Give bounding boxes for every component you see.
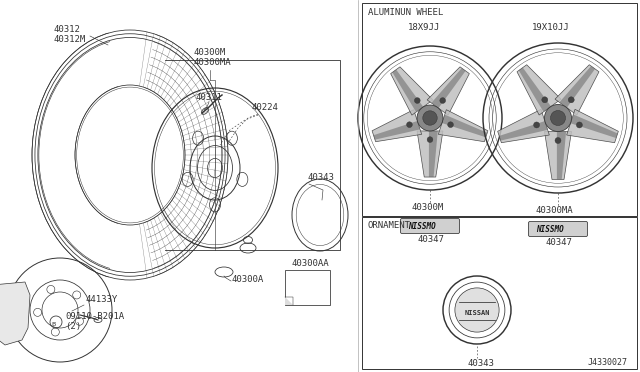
Circle shape <box>406 122 412 128</box>
Text: J4330027: J4330027 <box>588 358 628 367</box>
Polygon shape <box>442 115 487 137</box>
Polygon shape <box>372 110 422 142</box>
Circle shape <box>550 110 566 125</box>
Polygon shape <box>285 297 293 305</box>
Polygon shape <box>374 121 420 140</box>
Text: 09110-B201A: 09110-B201A <box>65 312 124 321</box>
Text: 40312: 40312 <box>54 25 81 34</box>
Text: NISSAN: NISSAN <box>465 310 490 316</box>
Text: 40224: 40224 <box>252 103 279 112</box>
Text: 40343: 40343 <box>308 173 335 182</box>
Text: 18X9JJ: 18X9JJ <box>408 23 440 32</box>
Polygon shape <box>517 65 561 115</box>
Text: B: B <box>51 323 56 327</box>
Bar <box>285 270 330 305</box>
Text: NISSMO: NISSMO <box>536 225 564 234</box>
Text: ORNAMENT: ORNAMENT <box>368 221 411 230</box>
Text: 40347: 40347 <box>418 235 445 244</box>
Text: NISSMO: NISSMO <box>408 222 436 231</box>
Text: 40300MA: 40300MA <box>193 58 230 67</box>
Polygon shape <box>570 115 618 138</box>
Circle shape <box>534 122 540 128</box>
Text: 44133Y: 44133Y <box>85 295 117 304</box>
Text: 40300MA: 40300MA <box>536 206 573 215</box>
Polygon shape <box>557 131 566 180</box>
Text: 40343: 40343 <box>467 359 494 368</box>
Circle shape <box>427 137 433 142</box>
Polygon shape <box>519 68 551 112</box>
Circle shape <box>423 111 437 125</box>
Circle shape <box>415 97 420 103</box>
Circle shape <box>542 97 548 103</box>
Polygon shape <box>431 68 465 108</box>
Polygon shape <box>427 67 469 115</box>
Polygon shape <box>417 131 443 177</box>
Polygon shape <box>392 70 423 112</box>
Circle shape <box>555 138 561 144</box>
Polygon shape <box>555 65 599 115</box>
FancyBboxPatch shape <box>401 218 460 234</box>
Text: (2): (2) <box>65 322 81 331</box>
Circle shape <box>440 97 445 103</box>
Polygon shape <box>566 109 618 143</box>
Bar <box>362 3 637 216</box>
Circle shape <box>455 288 499 332</box>
Circle shape <box>545 105 572 131</box>
Polygon shape <box>498 109 549 143</box>
Polygon shape <box>545 131 572 180</box>
Polygon shape <box>438 110 488 142</box>
Text: 40300M: 40300M <box>412 203 444 212</box>
Text: 19X10JJ: 19X10JJ <box>532 23 570 32</box>
Polygon shape <box>499 121 548 141</box>
Circle shape <box>577 122 582 128</box>
Bar <box>362 217 637 369</box>
Text: 40300AA: 40300AA <box>292 259 330 268</box>
Polygon shape <box>0 282 30 345</box>
Polygon shape <box>429 131 438 177</box>
Text: ALUMINUN WHEEL: ALUMINUN WHEEL <box>368 8 444 17</box>
Circle shape <box>417 105 443 131</box>
Circle shape <box>447 122 453 128</box>
Text: 40312M: 40312M <box>54 35 86 44</box>
Text: 40300M: 40300M <box>193 48 225 57</box>
Circle shape <box>568 97 574 103</box>
Text: 40311: 40311 <box>196 93 223 102</box>
FancyBboxPatch shape <box>529 221 588 237</box>
Text: 40300A: 40300A <box>232 275 264 284</box>
Polygon shape <box>390 67 433 115</box>
Text: 40347: 40347 <box>546 238 573 247</box>
Polygon shape <box>559 66 595 108</box>
